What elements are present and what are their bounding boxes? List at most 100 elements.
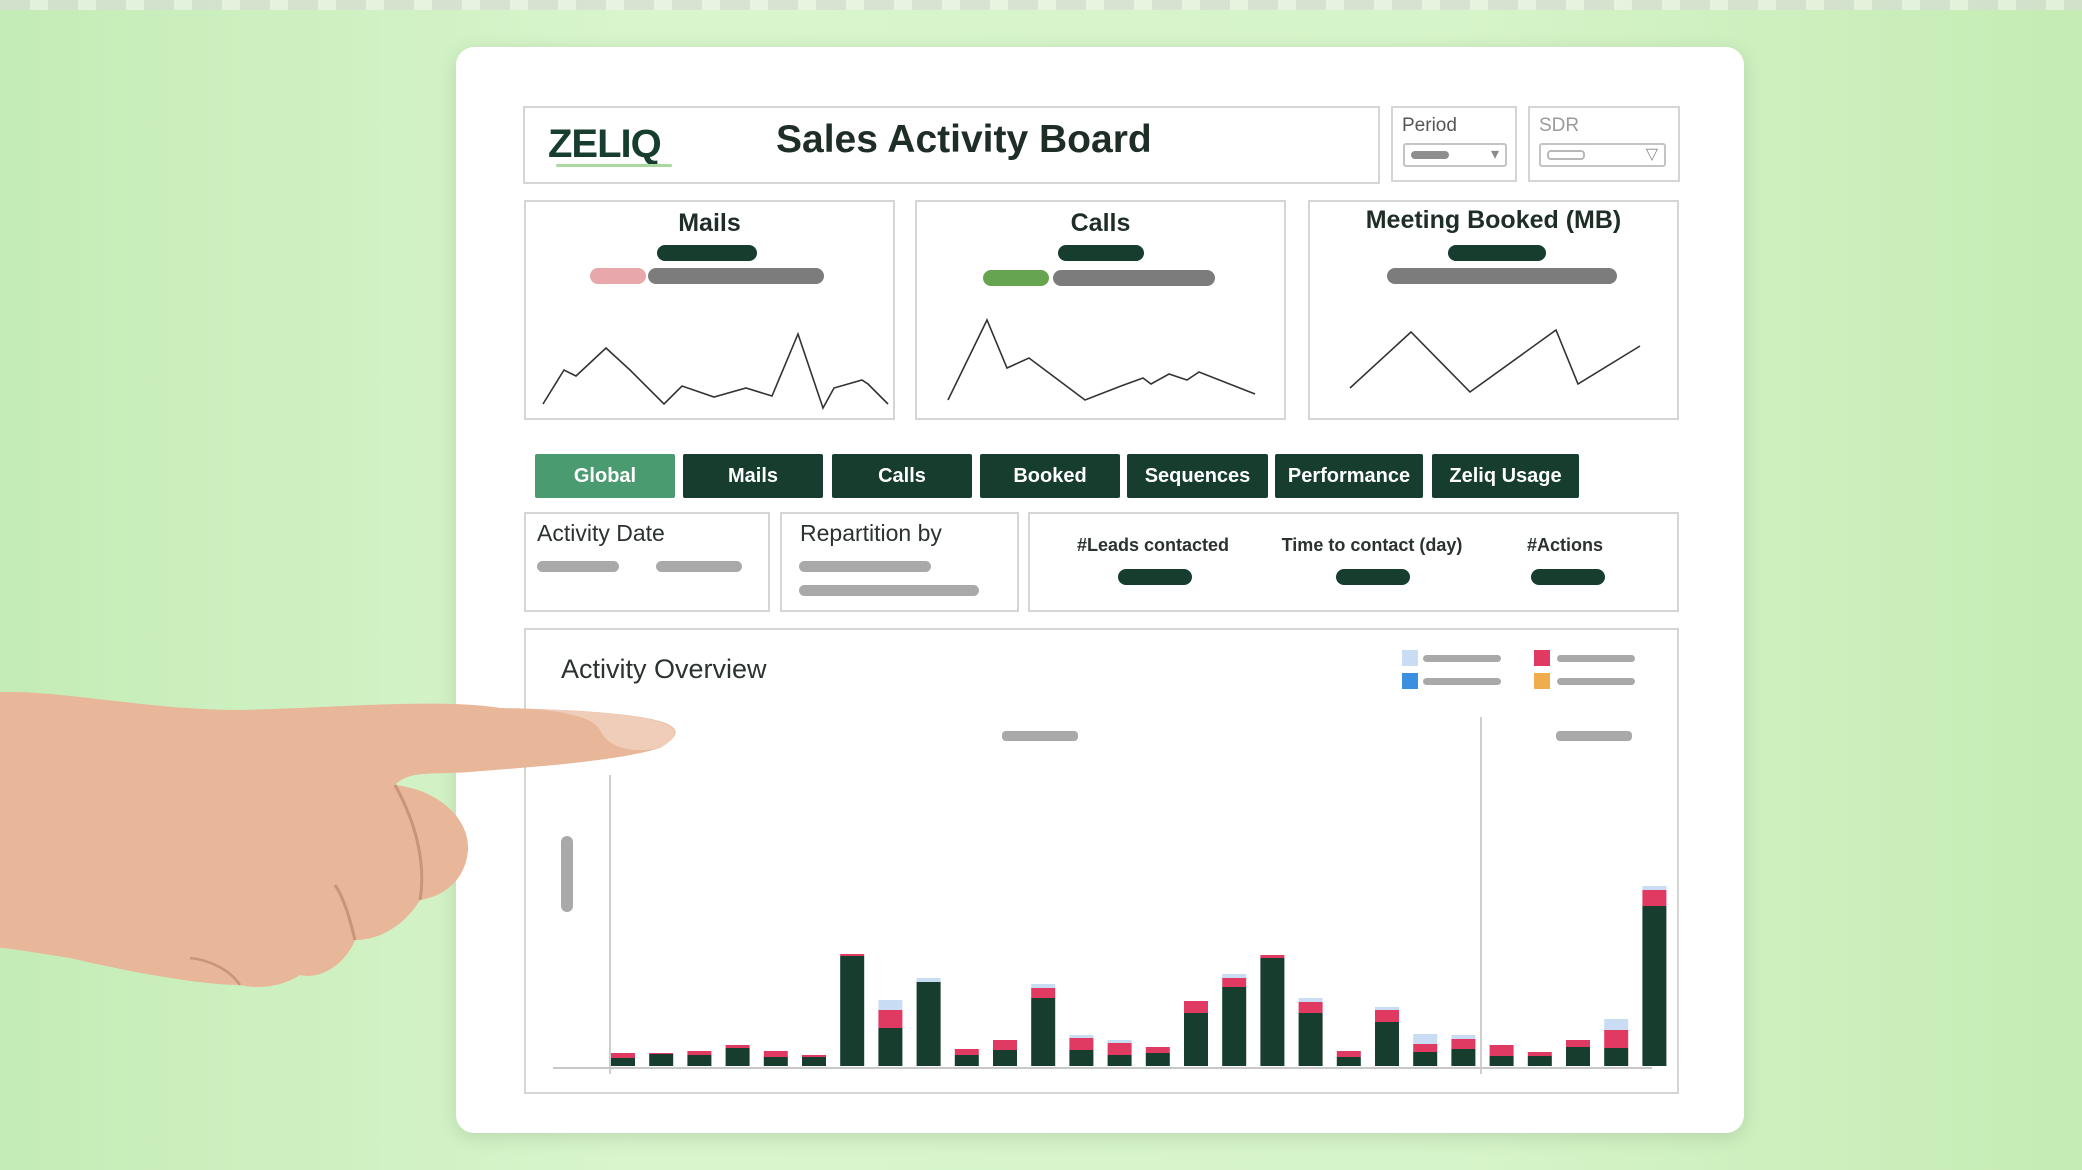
metrics-panel	[1028, 512, 1679, 612]
bar-segment	[611, 1058, 635, 1066]
bar-segment	[1375, 1007, 1399, 1010]
period-select[interactable]: ▾	[1403, 143, 1507, 167]
kpi-title-mails: Mails	[678, 209, 741, 237]
sdr-select[interactable]: ▽	[1539, 143, 1666, 167]
tab-mails[interactable]: Mails	[683, 454, 823, 498]
bar-segment	[916, 978, 941, 982]
bar-segment	[1604, 1019, 1629, 1030]
legend-label-placeholder	[1557, 678, 1635, 685]
tab-global[interactable]: Global	[535, 454, 675, 498]
bar-segment	[1642, 886, 1667, 890]
kpi-card-meetings	[1308, 200, 1679, 420]
bar-segment	[1604, 1030, 1629, 1048]
bar-segment	[1298, 998, 1323, 1002]
tab-zeliq-usage[interactable]: Zeliq Usage	[1432, 454, 1579, 498]
tab-booked[interactable]: Booked	[980, 454, 1120, 498]
tab-calls[interactable]: Calls	[832, 454, 972, 498]
kpi-title-meetings: Meeting Booked (MB)	[1365, 206, 1622, 234]
kpi-sparkline-calls	[947, 318, 1256, 401]
metric-value-placeholder	[1531, 569, 1605, 585]
bar-segment	[1222, 987, 1247, 1066]
bar-segment	[1107, 1040, 1132, 1043]
metric-leads-contacted-label: #Leads contacted	[1076, 535, 1230, 555]
bar-segment	[993, 1050, 1017, 1066]
metric-time-to-contact-label: Time to contact (day)	[1281, 535, 1463, 555]
pointing-hand-image	[0, 691, 676, 987]
bar-segment	[1489, 1056, 1514, 1066]
legend-swatch	[1534, 650, 1550, 666]
finger-crease	[393, 784, 424, 901]
kpi-title-calls: Calls	[1070, 209, 1131, 237]
bar-segment	[1413, 1052, 1438, 1066]
bar-segment	[1222, 974, 1247, 978]
bar-segment	[1642, 906, 1667, 1066]
legend-swatch	[1534, 673, 1550, 689]
date-from-placeholder[interactable]	[537, 561, 619, 572]
bar-segment	[1527, 1052, 1552, 1056]
bar-segment	[725, 1048, 750, 1066]
bar-segment	[1069, 1038, 1094, 1050]
kpi-sparkline-meetings	[1349, 328, 1641, 394]
sdr-select-value	[1547, 150, 1585, 160]
bar-segment	[1566, 1047, 1590, 1066]
kpi-sparkline-mails	[542, 331, 889, 410]
bar-segment	[1260, 955, 1285, 958]
bar-segment	[687, 1051, 712, 1055]
sdr-label: SDR	[1539, 115, 1580, 136]
bar-segment	[1145, 1047, 1170, 1053]
bar-segment	[1031, 984, 1056, 988]
chart-section-label-placeholder	[1556, 731, 1632, 741]
repartition-option-placeholder	[799, 561, 931, 572]
bar-segment	[878, 1028, 903, 1066]
bar-segment	[1298, 1002, 1323, 1013]
tab-sequences[interactable]: Sequences	[1127, 454, 1268, 498]
video-top-strip	[0, 0, 2082, 10]
period-select-value	[1411, 151, 1449, 159]
bar-segment	[916, 982, 941, 1066]
bar-segment	[1375, 1022, 1399, 1066]
chart-section-label-placeholder	[1002, 731, 1078, 741]
kpi-value-placeholder	[657, 245, 757, 261]
bar-segment	[1145, 1053, 1170, 1066]
kpi-subtext-placeholder	[648, 268, 824, 284]
bar-segment	[1336, 1057, 1361, 1066]
kpi-subtext-placeholder	[1053, 270, 1215, 286]
bar-segment	[1031, 998, 1056, 1066]
chevron-down-outline-icon: ▽	[1645, 146, 1658, 163]
bar-segment	[1566, 1040, 1590, 1047]
bar-segment	[1451, 1049, 1476, 1066]
bar-segment	[649, 1054, 674, 1066]
legend-label-placeholder	[1423, 678, 1501, 685]
bar-segment	[993, 1040, 1017, 1050]
bar-segment	[1451, 1035, 1476, 1039]
bar-segment	[611, 1053, 635, 1058]
page-title: Sales Activity Board	[776, 118, 1152, 161]
bar-segment	[763, 1057, 788, 1066]
finger-crease	[333, 884, 357, 941]
bar-segment	[687, 1055, 712, 1066]
bar-segment	[1184, 1001, 1208, 1013]
chevron-down-icon: ▾	[1490, 146, 1499, 163]
date-to-placeholder[interactable]	[656, 561, 742, 572]
bar-segment	[1375, 1010, 1399, 1022]
y-axis-label-placeholder	[561, 836, 573, 912]
kpi-trend-placeholder	[590, 268, 646, 284]
bar-segment	[1222, 978, 1247, 987]
bar-segment	[954, 1049, 979, 1055]
bar-segment	[1642, 890, 1667, 906]
bar-segment	[649, 1053, 674, 1054]
bar-segment	[954, 1055, 979, 1066]
bar-segment	[1031, 988, 1056, 998]
kpi-card-mails	[524, 200, 895, 420]
repartition-option-placeholder	[799, 585, 979, 596]
bar-segment	[840, 954, 865, 956]
bar-segment	[802, 1057, 826, 1066]
legend-swatch	[1402, 650, 1418, 666]
tab-performance[interactable]: Performance	[1275, 454, 1423, 498]
kpi-subtext-placeholder	[1387, 268, 1617, 284]
metric-actions-label: #Actions	[1526, 535, 1604, 555]
bar-segment	[1336, 1051, 1361, 1057]
logo-underline	[556, 164, 672, 167]
header-panel	[523, 106, 1380, 184]
bar-segment	[1604, 1048, 1629, 1066]
